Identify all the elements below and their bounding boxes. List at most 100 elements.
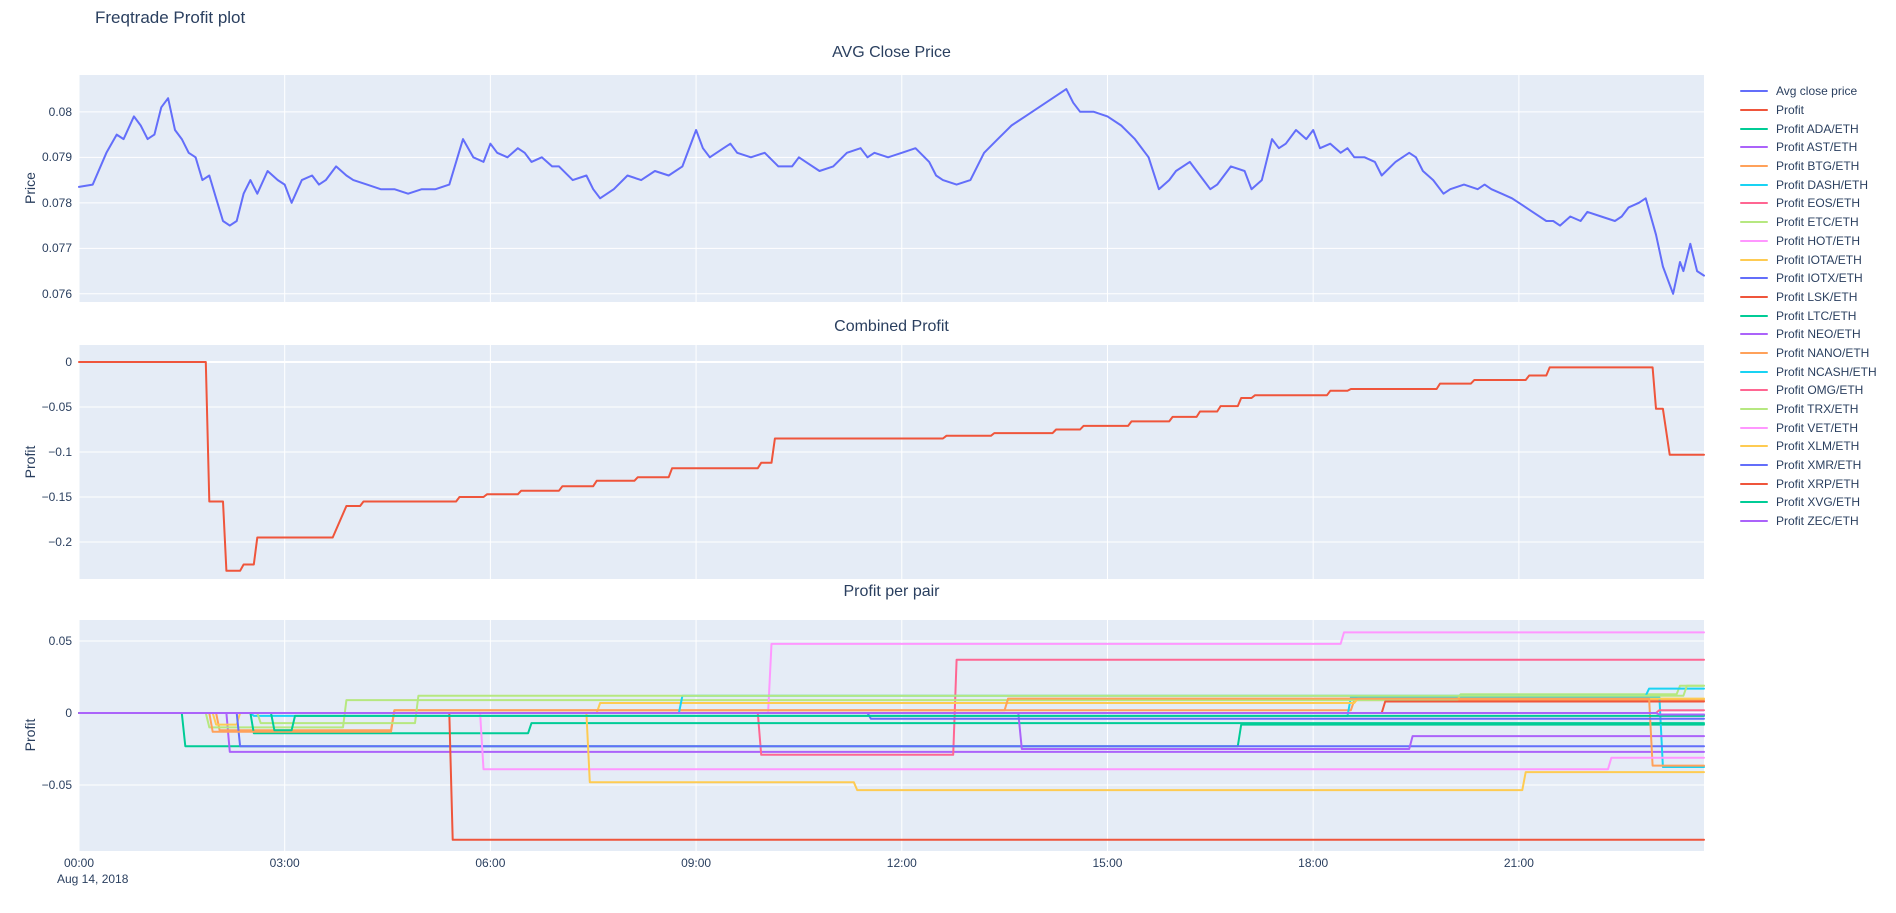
legend-swatch-icon <box>1740 277 1768 280</box>
x-tick-label: 18:00 <box>1298 856 1329 870</box>
legend-swatch-icon <box>1740 109 1768 112</box>
legend-item-label: Profit IOTX/ETH <box>1776 271 1863 286</box>
legend-swatch-icon <box>1740 146 1768 149</box>
legend-item-profit-hot-eth[interactable]: Profit HOT/ETH <box>1740 232 1877 251</box>
x-tick-label: 06:00 <box>475 856 506 870</box>
legend-swatch-icon <box>1740 408 1768 411</box>
trace-profit-trx-eth[interactable] <box>78 684 1705 725</box>
legend-item-label: Profit DASH/ETH <box>1776 177 1869 192</box>
x-tick-label: 21:00 <box>1503 856 1534 870</box>
legend-item-label: Profit ETC/ETH <box>1776 215 1859 230</box>
legend-item-profit-iotx-eth[interactable]: Profit IOTX/ETH <box>1740 269 1877 288</box>
legend-item-profit-eos-eth[interactable]: Profit EOS/ETH <box>1740 194 1877 213</box>
legend-item-label: Profit XRP/ETH <box>1776 476 1860 491</box>
x-tick-label: 15:00 <box>1092 856 1123 870</box>
legend-swatch-icon <box>1740 221 1768 224</box>
legend-swatch-icon <box>1740 482 1768 485</box>
legend-item-profit-xrp-eth[interactable]: Profit XRP/ETH <box>1740 474 1877 493</box>
x-tick-label: 03:00 <box>269 856 300 870</box>
legend-item-profit-neo-eth[interactable]: Profit NEO/ETH <box>1740 325 1877 344</box>
subplot-title-profit-per-pair: Profit per pair <box>843 583 940 600</box>
legend-item-label: Profit XMR/ETH <box>1776 458 1862 473</box>
legend-item-profit-xvg-eth[interactable]: Profit XVG/ETH <box>1740 493 1877 512</box>
legend-item-label: Profit EOS/ETH <box>1776 196 1861 211</box>
legend-swatch-icon <box>1740 351 1768 354</box>
legend-item-label: Profit IOTA/ETH <box>1776 252 1862 267</box>
x-tick-label: 09:00 <box>681 856 712 870</box>
y-tick-label: −0.1 <box>48 445 72 459</box>
legend-item-label: Profit <box>1776 103 1805 118</box>
legend-item-label: Profit NEO/ETH <box>1776 327 1861 342</box>
trace-profit-nano-eth[interactable] <box>78 697 1705 767</box>
x-tick-label: 12:00 <box>886 856 917 870</box>
legend-swatch-icon <box>1740 333 1768 336</box>
legend-item-label: Profit LSK/ETH <box>1776 289 1858 304</box>
legend-swatch-icon <box>1740 501 1768 504</box>
y-axis-title-profit-pairs: Profit <box>22 718 38 752</box>
legend-item-profit-ltc-eth[interactable]: Profit LTC/ETH <box>1740 306 1877 325</box>
legend-item-label: Profit BTG/ETH <box>1776 159 1860 174</box>
legend-swatch-icon <box>1740 258 1768 261</box>
legend-swatch-icon <box>1740 295 1768 298</box>
legend-item-profit-lsk-eth[interactable]: Profit LSK/ETH <box>1740 288 1877 307</box>
legend-swatch-icon <box>1740 520 1768 523</box>
legend-item-label: Profit HOT/ETH <box>1776 233 1861 248</box>
legend-item-profit-xlm-eth[interactable]: Profit XLM/ETH <box>1740 437 1877 456</box>
legend-item-label: Profit XLM/ETH <box>1776 439 1860 454</box>
legend-item-profit-xmr-eth[interactable]: Profit XMR/ETH <box>1740 456 1877 475</box>
legend-item-profit-etc-eth[interactable]: Profit ETC/ETH <box>1740 213 1877 232</box>
legend-item-label: Profit OMG/ETH <box>1776 383 1864 398</box>
legend-item-profit-btg-eth[interactable]: Profit BTG/ETH <box>1740 157 1877 176</box>
trace-avg-close-price[interactable] <box>78 88 1705 295</box>
trace-profit-xlm-eth[interactable] <box>78 712 1705 792</box>
legend: Avg close price Profit Profit ADA/ETH Profi… <box>1740 82 1877 531</box>
legend-item-label: Profit XVG/ETH <box>1776 495 1861 510</box>
y-tick-label: 0.08 <box>48 104 72 119</box>
page-title: Freqtrade Profit plot <box>95 8 246 27</box>
y-tick-label: 0.05 <box>48 634 72 649</box>
plot-area-1[interactable] <box>79 345 1704 579</box>
x-tick-label: 00:00 <box>63 856 95 870</box>
legend-item-label: Profit NANO/ETH <box>1776 345 1870 360</box>
legend-item-profit-ast-eth[interactable]: Profit AST/ETH <box>1740 138 1877 157</box>
legend-item-profit-iota-eth[interactable]: Profit IOTA/ETH <box>1740 250 1877 269</box>
legend-swatch-icon <box>1740 464 1768 467</box>
legend-item-avg-close-price[interactable]: Avg close price <box>1740 82 1877 101</box>
legend-item-profit-omg-eth[interactable]: Profit OMG/ETH <box>1740 381 1877 400</box>
legend-swatch-icon <box>1740 90 1768 93</box>
y-tick-label: −0.05 <box>41 400 72 414</box>
plot-area-0[interactable] <box>79 75 1704 302</box>
y-tick-label: −0.15 <box>41 490 72 504</box>
legend-item-profit[interactable]: Profit <box>1740 101 1877 120</box>
legend-item-label: Profit ZEC/ETH <box>1776 514 1859 529</box>
legend-item-label: Profit NCASH/ETH <box>1776 364 1877 379</box>
y-tick-label: 0.079 <box>41 150 72 165</box>
y-tick-label: 0.076 <box>41 286 72 301</box>
legend-swatch-icon <box>1740 183 1768 186</box>
legend-swatch-icon <box>1740 389 1768 392</box>
legend-swatch-icon <box>1740 202 1768 205</box>
legend-swatch-icon <box>1740 127 1768 130</box>
legend-swatch-icon <box>1740 370 1768 373</box>
x-axis-date-label: Aug 14, 2018 <box>57 872 129 886</box>
trace-profit-zec-eth[interactable] <box>78 712 1705 716</box>
legend-swatch-icon <box>1740 165 1768 168</box>
y-tick-label: 0 <box>65 706 72 721</box>
y-tick-label: 0 <box>65 355 72 369</box>
trace-profit-etc-eth[interactable] <box>78 684 1705 729</box>
legend-item-label: Profit VET/ETH <box>1776 420 1859 435</box>
legend-swatch-icon <box>1740 445 1768 448</box>
subplot-title-combined-profit: Combined Profit <box>834 318 949 335</box>
legend-item-profit-zec-eth[interactable]: Profit ZEC/ETH <box>1740 512 1877 531</box>
legend-item-profit-vet-eth[interactable]: Profit VET/ETH <box>1740 418 1877 437</box>
y-tick-label: 0.077 <box>41 241 72 256</box>
legend-item-profit-ada-eth[interactable]: Profit ADA/ETH <box>1740 119 1877 138</box>
legend-item-profit-ncash-eth[interactable]: Profit NCASH/ETH <box>1740 362 1877 381</box>
y-tick-label: 0.078 <box>41 195 72 210</box>
trace-profit[interactable] <box>78 361 1705 572</box>
legend-item-profit-trx-eth[interactable]: Profit TRX/ETH <box>1740 400 1877 419</box>
legend-item-profit-dash-eth[interactable]: Profit DASH/ETH <box>1740 175 1877 194</box>
legend-item-profit-nano-eth[interactable]: Profit NANO/ETH <box>1740 344 1877 363</box>
